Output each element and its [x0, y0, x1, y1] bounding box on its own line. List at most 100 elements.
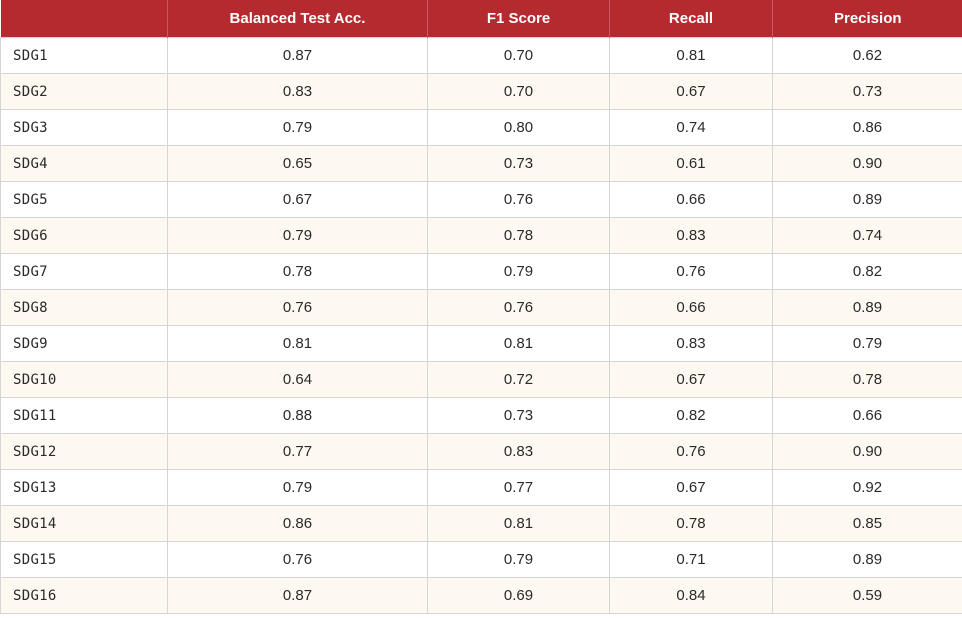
recall-cell: 0.66 — [609, 181, 773, 218]
table-row: SDG9 0.81 0.81 0.83 0.79 — [0, 325, 962, 362]
balanced-test-acc-cell: 0.76 — [167, 541, 428, 578]
row-label: SDG5 — [0, 181, 168, 218]
table-row: SDG8 0.76 0.76 0.66 0.89 — [0, 289, 962, 326]
recall-cell: 0.83 — [609, 217, 773, 254]
label-column-header — [0, 0, 168, 38]
row-label: SDG6 — [0, 217, 168, 254]
table-row: SDG7 0.78 0.79 0.76 0.82 — [0, 253, 962, 290]
row-label: SDG8 — [0, 289, 168, 326]
recall-column-header: Recall — [609, 0, 773, 38]
table-row: SDG12 0.77 0.83 0.76 0.90 — [0, 433, 962, 470]
table-row: SDG15 0.76 0.79 0.71 0.89 — [0, 541, 962, 578]
row-label: SDG1 — [0, 37, 168, 74]
recall-cell: 0.81 — [609, 37, 773, 74]
row-label: SDG15 — [0, 541, 168, 578]
f1-score-cell: 0.77 — [427, 469, 610, 506]
balanced-test-acc-cell: 0.86 — [167, 505, 428, 542]
balanced-test-acc-cell: 0.78 — [167, 253, 428, 290]
balanced-test-acc-cell: 0.83 — [167, 73, 428, 110]
row-label: SDG10 — [0, 361, 168, 398]
f1-score-cell: 0.73 — [427, 145, 610, 182]
precision-cell: 0.74 — [772, 217, 962, 254]
precision-column-header: Precision — [772, 0, 962, 38]
table-row: SDG10 0.64 0.72 0.67 0.78 — [0, 361, 962, 398]
table-row: SDG3 0.79 0.80 0.74 0.86 — [0, 109, 962, 146]
precision-cell: 0.86 — [772, 109, 962, 146]
f1-score-cell: 0.76 — [427, 289, 610, 326]
table-row: SDG13 0.79 0.77 0.67 0.92 — [0, 469, 962, 506]
precision-cell: 0.82 — [772, 253, 962, 290]
recall-cell: 0.66 — [609, 289, 773, 326]
f1-score-cell: 0.70 — [427, 37, 610, 74]
precision-cell: 0.85 — [772, 505, 962, 542]
precision-cell: 0.78 — [772, 361, 962, 398]
f1-score-cell: 0.70 — [427, 73, 610, 110]
table-body: SDG1 0.87 0.70 0.81 0.62 SDG2 0.83 0.70 0.67 0.73… — [0, 37, 962, 614]
recall-cell: 0.67 — [609, 73, 773, 110]
row-label: SDG13 — [0, 469, 168, 506]
f1-score-cell: 0.79 — [427, 541, 610, 578]
recall-cell: 0.67 — [609, 469, 773, 506]
row-label: SDG12 — [0, 433, 168, 470]
row-label: SDG16 — [0, 577, 168, 614]
precision-cell: 0.89 — [772, 289, 962, 326]
table-row: SDG5 0.67 0.76 0.66 0.89 — [0, 181, 962, 218]
table-row: SDG6 0.79 0.78 0.83 0.74 — [0, 217, 962, 254]
precision-cell: 0.59 — [772, 577, 962, 614]
table-header: Balanced Test Acc. F1 Score Recall Precisio… — [0, 0, 962, 38]
row-label: SDG3 — [0, 109, 168, 146]
precision-cell: 0.89 — [772, 541, 962, 578]
header-row: Balanced Test Acc. F1 Score Recall Precisio… — [0, 0, 962, 38]
row-label: SDG9 — [0, 325, 168, 362]
row-label: SDG7 — [0, 253, 168, 290]
f1-score-cell: 0.79 — [427, 253, 610, 290]
row-label: SDG14 — [0, 505, 168, 542]
table-row: SDG1 0.87 0.70 0.81 0.62 — [0, 37, 962, 74]
recall-cell: 0.76 — [609, 253, 773, 290]
table-row: SDG11 0.88 0.73 0.82 0.66 — [0, 397, 962, 434]
f1-score-cell: 0.80 — [427, 109, 610, 146]
balanced-test-acc-cell: 0.79 — [167, 217, 428, 254]
recall-cell: 0.82 — [609, 397, 773, 434]
balanced-test-acc-cell: 0.65 — [167, 145, 428, 182]
row-label: SDG2 — [0, 73, 168, 110]
precision-cell: 0.92 — [772, 469, 962, 506]
recall-cell: 0.67 — [609, 361, 773, 398]
recall-cell: 0.71 — [609, 541, 773, 578]
f1-score-cell: 0.76 — [427, 181, 610, 218]
precision-cell: 0.62 — [772, 37, 962, 74]
balanced-test-acc-cell: 0.64 — [167, 361, 428, 398]
f1-score-column-header: F1 Score — [427, 0, 610, 38]
balanced-test-acc-cell: 0.67 — [167, 181, 428, 218]
balanced-test-acc-cell: 0.88 — [167, 397, 428, 434]
precision-cell: 0.90 — [772, 145, 962, 182]
f1-score-cell: 0.81 — [427, 325, 610, 362]
f1-score-cell: 0.78 — [427, 217, 610, 254]
balanced-test-acc-cell: 0.87 — [167, 577, 428, 614]
recall-cell: 0.84 — [609, 577, 773, 614]
f1-score-cell: 0.69 — [427, 577, 610, 614]
precision-cell: 0.90 — [772, 433, 962, 470]
balanced-test-acc-cell: 0.87 — [167, 37, 428, 74]
table-row: SDG2 0.83 0.70 0.67 0.73 — [0, 73, 962, 110]
balanced-test-acc-column-header: Balanced Test Acc. — [167, 0, 428, 38]
balanced-test-acc-cell: 0.76 — [167, 289, 428, 326]
f1-score-cell: 0.73 — [427, 397, 610, 434]
f1-score-cell: 0.83 — [427, 433, 610, 470]
balanced-test-acc-cell: 0.79 — [167, 469, 428, 506]
table-row: SDG16 0.87 0.69 0.84 0.59 — [0, 577, 962, 614]
f1-score-cell: 0.81 — [427, 505, 610, 542]
recall-cell: 0.74 — [609, 109, 773, 146]
table-row: SDG14 0.86 0.81 0.78 0.85 — [0, 505, 962, 542]
recall-cell: 0.76 — [609, 433, 773, 470]
recall-cell: 0.78 — [609, 505, 773, 542]
precision-cell: 0.73 — [772, 73, 962, 110]
balanced-test-acc-cell: 0.79 — [167, 109, 428, 146]
row-label: SDG4 — [0, 145, 168, 182]
f1-score-cell: 0.72 — [427, 361, 610, 398]
precision-cell: 0.79 — [772, 325, 962, 362]
balanced-test-acc-cell: 0.77 — [167, 433, 428, 470]
balanced-test-acc-cell: 0.81 — [167, 325, 428, 362]
row-label: SDG11 — [0, 397, 168, 434]
